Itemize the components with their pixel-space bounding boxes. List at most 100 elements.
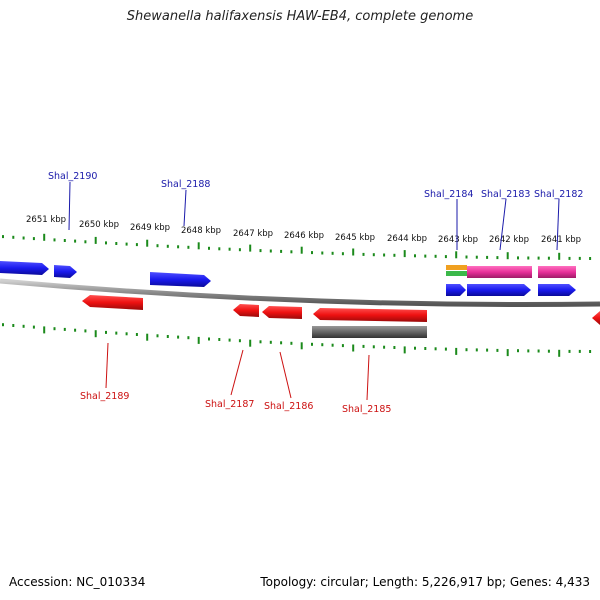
scale-tick: [259, 340, 262, 344]
gene-block[interactable]: [446, 271, 467, 276]
gene-label[interactable]: Shal_2188: [161, 179, 210, 190]
scale-tick: [444, 347, 447, 351]
scale-tick: [43, 233, 46, 241]
scale-tick: [352, 248, 355, 256]
gene-arrow[interactable]: [54, 265, 77, 278]
gene-block[interactable]: [446, 265, 467, 270]
gene-arrow[interactable]: [262, 306, 302, 319]
scale-tick: [393, 346, 396, 349]
scale-tick: [558, 252, 561, 260]
scale-tick: [32, 237, 35, 241]
scale-tick: [53, 238, 56, 242]
scale-tick: [496, 256, 499, 260]
leader-lines: [68, 181, 560, 401]
scale-tick: [32, 325, 35, 329]
scale-tick: [166, 244, 169, 248]
gene-label[interactable]: Shal_2186: [264, 401, 313, 412]
rna-gene-block[interactable]: [538, 266, 576, 278]
gene-label[interactable]: Shal_2190: [48, 171, 97, 182]
scale-tick: [94, 236, 97, 244]
scale-tick: [218, 247, 221, 251]
scale-tick: [341, 344, 344, 348]
scale-tick: [444, 255, 447, 259]
reverse-genes: [82, 295, 600, 338]
scale-tick: [197, 336, 200, 344]
scale-tick: [506, 252, 509, 260]
scale-label: 2647 kbp: [233, 229, 273, 239]
scale-tick: [352, 344, 355, 352]
gene-arrow[interactable]: [82, 295, 143, 310]
scale-tick: [187, 245, 190, 249]
scale-label: 2650 kbp: [79, 220, 119, 230]
scale-tick: [12, 324, 15, 327]
scale-tick: [568, 349, 571, 353]
scale-tick: [22, 236, 25, 240]
scale-label: 2641 kbp: [541, 235, 581, 245]
scale-tick: [135, 333, 138, 336]
gene-label[interactable]: Shal_2183: [481, 189, 530, 200]
scale-tick: [280, 341, 283, 345]
scale-tick: [187, 336, 190, 340]
scale-tick: [43, 326, 46, 334]
scale-tick: [238, 248, 241, 252]
scale-tick: [2, 235, 4, 239]
gene-label[interactable]: Shal_2187: [205, 399, 254, 410]
gene-label[interactable]: Shal_2184: [424, 189, 473, 200]
gene-block[interactable]: [312, 326, 427, 338]
gene-arrow[interactable]: [592, 311, 600, 325]
scale-tick: [311, 251, 313, 255]
scale-tick: [424, 347, 427, 350]
gene-arrow[interactable]: [467, 284, 531, 296]
scale-tick: [403, 250, 406, 258]
scale-tick: [558, 349, 561, 357]
scale-tick: [218, 338, 221, 341]
scale-label: 2651 kbp: [26, 215, 66, 225]
scale-tick: [393, 253, 396, 257]
scale-tick: [105, 330, 107, 334]
scale-tick: [208, 337, 210, 341]
scale-label: 2648 kbp: [181, 226, 221, 236]
gene-arrow[interactable]: [150, 272, 211, 287]
scale-tick: [455, 347, 458, 355]
scale-label: 2646 kbp: [284, 231, 324, 241]
scale-tick: [269, 249, 272, 253]
scale-tick: [238, 339, 241, 343]
scale-tick: [146, 239, 149, 247]
scale-tick: [300, 342, 303, 350]
gene-arrow[interactable]: [313, 308, 427, 322]
scale-tick: [383, 345, 386, 349]
gene-label[interactable]: Shal_2182: [534, 189, 583, 200]
scale-tick: [125, 242, 128, 246]
scale-tick: [537, 256, 540, 260]
scale-tick: [166, 335, 169, 338]
scale-tick: [300, 246, 303, 254]
scale-tick: [74, 328, 77, 332]
scale-tick: [362, 252, 365, 256]
scale-tick: [527, 256, 530, 260]
gene-arrow[interactable]: [233, 304, 259, 317]
scale-tick: [383, 253, 386, 257]
scale-tick: [321, 251, 324, 255]
scale-tick: [63, 239, 66, 242]
scale-tick: [434, 254, 437, 258]
gene-arrow[interactable]: [446, 284, 466, 296]
rna-gene-block[interactable]: [467, 266, 532, 278]
scale-tick: [486, 255, 489, 259]
scale-tick: [547, 349, 550, 353]
scale-tick: [486, 348, 489, 352]
scale-tick: [362, 344, 365, 348]
scale-tick: [105, 241, 107, 245]
gene-arrow[interactable]: [0, 261, 49, 275]
gene-label[interactable]: Shal_2189: [80, 391, 129, 402]
gene-arrow[interactable]: [538, 284, 576, 296]
scale-tick: [414, 254, 416, 258]
scale-tick: [156, 244, 159, 248]
scale-tick: [496, 348, 499, 352]
gene-label[interactable]: Shal_2185: [342, 404, 391, 415]
scale-tick: [53, 327, 56, 331]
scale-tick: [63, 327, 66, 331]
scale-labels: 2651 kbp 2650 kbp 2649 kbp 2648 kbp 2647…: [26, 215, 581, 245]
scale-tick: [311, 342, 313, 346]
scale-tick: [589, 350, 592, 353]
